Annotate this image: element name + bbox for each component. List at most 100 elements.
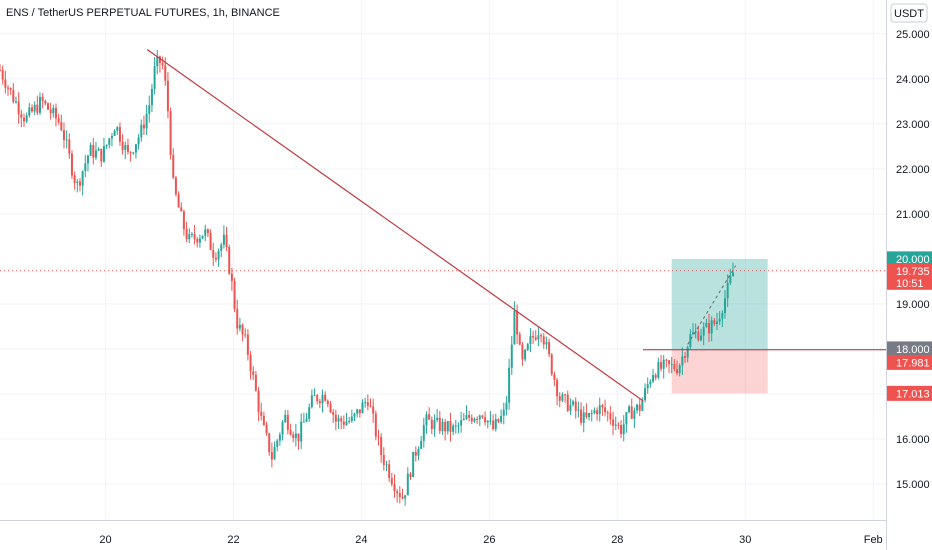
- candle-body: [230, 273, 233, 282]
- candle-body: [686, 347, 689, 358]
- candle-body: [388, 464, 391, 479]
- candle-body: [73, 175, 76, 183]
- drawings[interactable]: [0, 49, 886, 402]
- candle-body: [140, 124, 143, 138]
- candle-body: [454, 425, 457, 427]
- candle-body: [44, 100, 47, 104]
- candle-body: [236, 308, 239, 329]
- candle-body: [137, 137, 140, 145]
- candle-body: [481, 415, 484, 418]
- x-tick-label: 30: [739, 534, 751, 546]
- currency-button[interactable]: USDT: [890, 3, 928, 23]
- candle-body: [673, 364, 676, 370]
- candle-body: [702, 327, 705, 336]
- candle-body: [540, 335, 543, 337]
- time-axis[interactable]: 20 22 24 26 28 30 Feb: [0, 520, 886, 547]
- candle-body: [132, 152, 135, 154]
- candle-body: [198, 238, 201, 243]
- stop-price-label: 17.013: [896, 388, 930, 400]
- candle-body: [724, 298, 727, 313]
- candle-body: [286, 414, 289, 430]
- candle-body: [681, 356, 684, 366]
- candle-body: [534, 337, 537, 340]
- currency-label[interactable]: USDT: [894, 8, 924, 20]
- candle-body: [510, 344, 513, 368]
- candle-body: [188, 234, 191, 240]
- candle-body: [118, 127, 121, 142]
- candle-body: [502, 409, 505, 416]
- candle-body: [153, 66, 156, 89]
- last-price-bg: [887, 263, 932, 290]
- candle-body: [497, 418, 500, 422]
- candle-body: [729, 276, 732, 283]
- candle-body: [164, 65, 167, 81]
- candle-body: [518, 334, 521, 345]
- candle-body: [588, 413, 591, 418]
- candle-body: [598, 405, 601, 415]
- candle-body: [532, 335, 535, 338]
- candle-body: [233, 281, 236, 309]
- price-axis[interactable]: 25.000 24.000 23.000 22.000 21.000 19.000 18.0…: [886, 0, 932, 550]
- candle-body: [102, 146, 105, 162]
- x-tick-label: 20: [99, 534, 111, 546]
- candle-body: [718, 318, 721, 322]
- candle-body: [217, 250, 220, 260]
- profit-zone: [671, 258, 768, 349]
- candle-body: [193, 233, 196, 239]
- candle-body: [420, 440, 423, 449]
- candle-body: [350, 416, 353, 422]
- candle-body: [668, 360, 671, 365]
- candle-body: [113, 130, 116, 136]
- candle-body: [444, 421, 447, 432]
- candle-body: [636, 404, 639, 411]
- candle-body: [492, 420, 495, 430]
- candle-body: [169, 111, 172, 155]
- candle-body: [65, 139, 68, 141]
- candle-body: [353, 413, 356, 417]
- candle-body: [382, 455, 385, 465]
- candle-body: [652, 375, 655, 382]
- candle-body: [524, 349, 527, 360]
- y-tick-label: 19.000: [896, 299, 930, 311]
- candle-body: [662, 359, 665, 369]
- candle-body: [622, 424, 625, 435]
- candle-body: [62, 130, 65, 141]
- candle-body: [393, 484, 396, 492]
- candle-body: [332, 412, 335, 415]
- countdown-label: 10:51: [896, 278, 924, 290]
- candle-body: [262, 415, 265, 425]
- candle-body: [225, 234, 228, 247]
- candle-body: [121, 141, 124, 150]
- candle-body: [292, 434, 295, 438]
- y-tick-label: 25.000: [896, 29, 930, 41]
- y-tick-label: 15.000: [896, 479, 930, 491]
- candle-body: [398, 493, 401, 498]
- candle-body: [449, 421, 452, 432]
- candle-body: [49, 109, 52, 114]
- candle-body: [593, 410, 596, 413]
- y-tick-label: 21.000: [896, 209, 930, 221]
- candle-body: [300, 421, 303, 442]
- candle-body: [366, 402, 369, 407]
- candle-body: [665, 359, 668, 361]
- candle-body: [204, 229, 207, 236]
- candle-body: [324, 394, 327, 401]
- candle-body: [601, 405, 604, 408]
- candle-body: [585, 412, 588, 418]
- candle-body: [428, 414, 431, 420]
- candle-body: [548, 342, 551, 355]
- candle-body: [305, 418, 308, 422]
- x-tick-label: 28: [611, 534, 623, 546]
- candle-body: [572, 401, 575, 405]
- candle-body: [94, 150, 97, 158]
- candle-body: [270, 452, 273, 460]
- candle-body: [0, 69, 1, 71]
- candle-body: [22, 117, 25, 122]
- candle-body: [76, 181, 79, 183]
- long-position-tool[interactable]: [671, 258, 768, 394]
- candle-body: [265, 424, 268, 434]
- candle-body: [177, 194, 180, 208]
- entry-price-label: 18.000: [896, 344, 930, 356]
